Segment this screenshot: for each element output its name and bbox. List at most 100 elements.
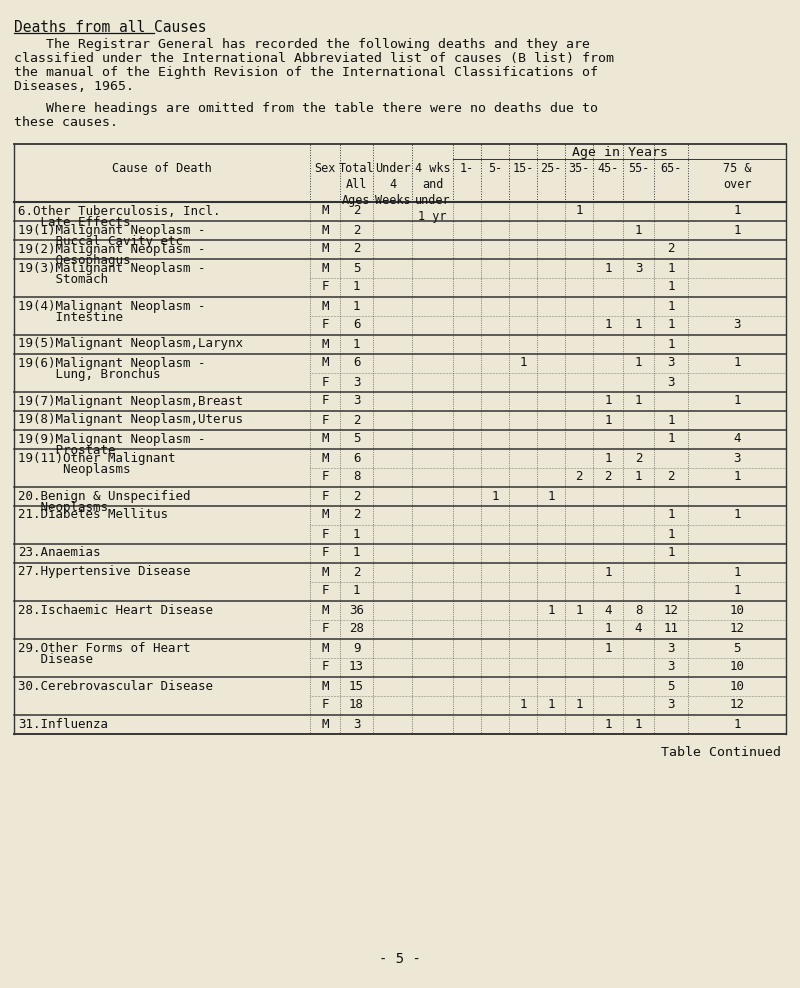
Text: 4: 4 <box>604 604 612 617</box>
Text: 19(1)Malignant Neoplasm -: 19(1)Malignant Neoplasm - <box>18 224 206 237</box>
Text: 1: 1 <box>575 699 582 711</box>
Text: M: M <box>322 299 329 312</box>
Text: 3: 3 <box>353 717 360 730</box>
Text: 1: 1 <box>575 205 582 217</box>
Text: 1: 1 <box>634 470 642 483</box>
Text: these causes.: these causes. <box>14 116 118 129</box>
Text: Age in Years: Age in Years <box>571 146 667 159</box>
Text: M: M <box>322 205 329 217</box>
Text: Neoplasms: Neoplasms <box>18 501 108 514</box>
Text: Sex: Sex <box>314 162 336 175</box>
Text: F: F <box>322 622 329 635</box>
Text: Late Effects: Late Effects <box>18 216 130 229</box>
Text: 28: 28 <box>349 622 364 635</box>
Text: 1: 1 <box>734 717 741 730</box>
Text: 3: 3 <box>353 375 360 388</box>
Text: 1: 1 <box>353 338 360 351</box>
Text: 4: 4 <box>734 433 741 446</box>
Text: Neoplasms: Neoplasms <box>18 463 130 476</box>
Text: 2: 2 <box>353 414 360 427</box>
Text: 19(9)Malignant Neoplasm -: 19(9)Malignant Neoplasm - <box>18 433 206 446</box>
Text: 19(7)Malignant Neoplasm,Breast: 19(7)Malignant Neoplasm,Breast <box>18 394 243 407</box>
Text: 1: 1 <box>667 546 674 559</box>
Text: 13: 13 <box>349 661 364 674</box>
Text: 1: 1 <box>634 357 642 370</box>
Text: M: M <box>322 452 329 464</box>
Text: 1: 1 <box>667 299 674 312</box>
Text: - 5 -: - 5 - <box>379 952 421 966</box>
Text: 1: 1 <box>604 641 612 654</box>
Text: 10: 10 <box>730 680 745 693</box>
Text: M: M <box>322 717 329 730</box>
Text: 1: 1 <box>734 394 741 407</box>
Text: Intestine: Intestine <box>18 311 123 324</box>
Text: 3: 3 <box>353 394 360 407</box>
Text: 1: 1 <box>353 585 360 598</box>
Text: 19(2)Malignant Neoplasm -: 19(2)Malignant Neoplasm - <box>18 243 206 256</box>
Text: 8: 8 <box>634 604 642 617</box>
Text: 11: 11 <box>663 622 678 635</box>
Text: 1: 1 <box>634 394 642 407</box>
Text: 6: 6 <box>353 452 360 464</box>
Text: 18: 18 <box>349 699 364 711</box>
Text: 1: 1 <box>604 622 612 635</box>
Text: M: M <box>322 262 329 275</box>
Text: 3: 3 <box>734 318 741 332</box>
Text: 19(3)Malignant Neoplasm -: 19(3)Malignant Neoplasm - <box>18 262 206 275</box>
Text: M: M <box>322 242 329 256</box>
Text: 45-: 45- <box>598 162 618 175</box>
Text: 23.Anaemias: 23.Anaemias <box>18 546 101 559</box>
Text: Deaths from all Causes: Deaths from all Causes <box>14 20 206 35</box>
Text: 1: 1 <box>353 528 360 540</box>
Text: M: M <box>322 509 329 522</box>
Text: 1: 1 <box>353 299 360 312</box>
Text: 2: 2 <box>634 452 642 464</box>
Text: 1: 1 <box>547 699 554 711</box>
Text: 1: 1 <box>734 509 741 522</box>
Text: 36: 36 <box>349 604 364 617</box>
Text: M: M <box>322 641 329 654</box>
Text: 1: 1 <box>604 414 612 427</box>
Text: M: M <box>322 604 329 617</box>
Text: 5-: 5- <box>488 162 502 175</box>
Text: 30.Cerebrovascular Disease: 30.Cerebrovascular Disease <box>18 680 213 693</box>
Text: M: M <box>322 357 329 370</box>
Text: 1: 1 <box>634 318 642 332</box>
Text: 1: 1 <box>734 223 741 236</box>
Text: 1: 1 <box>604 262 612 275</box>
Text: Stomach: Stomach <box>18 273 108 286</box>
Text: F: F <box>322 318 329 332</box>
Text: 1: 1 <box>667 509 674 522</box>
Text: 1: 1 <box>667 338 674 351</box>
Text: F: F <box>322 489 329 503</box>
Text: 1: 1 <box>604 318 612 332</box>
Text: 1: 1 <box>604 394 612 407</box>
Text: 3: 3 <box>667 357 674 370</box>
Text: M: M <box>322 565 329 579</box>
Text: 12: 12 <box>730 622 745 635</box>
Text: 1: 1 <box>734 357 741 370</box>
Text: 6.Other Tuberculosis, Incl.: 6.Other Tuberculosis, Incl. <box>18 205 221 218</box>
Text: 1: 1 <box>519 699 526 711</box>
Text: Oesophagus: Oesophagus <box>18 254 130 267</box>
Text: 4 wks
and
under
1 yr: 4 wks and under 1 yr <box>414 162 450 223</box>
Text: 1: 1 <box>353 281 360 293</box>
Text: Under
4
Weeks: Under 4 Weeks <box>374 162 410 207</box>
Text: F: F <box>322 528 329 540</box>
Text: 1: 1 <box>604 565 612 579</box>
Text: 1: 1 <box>575 604 582 617</box>
Text: F: F <box>322 470 329 483</box>
Text: Cause of Death: Cause of Death <box>112 162 212 175</box>
Text: 29.Other Forms of Heart: 29.Other Forms of Heart <box>18 642 190 655</box>
Text: Buccal Cavity etc: Buccal Cavity etc <box>18 235 183 248</box>
Text: 1: 1 <box>667 318 674 332</box>
Text: 3: 3 <box>634 262 642 275</box>
Text: 10: 10 <box>730 604 745 617</box>
Text: Where headings are omitted from the table there were no deaths due to: Where headings are omitted from the tabl… <box>14 102 598 115</box>
Text: 1: 1 <box>667 433 674 446</box>
Text: Lung, Bronchus: Lung, Bronchus <box>18 368 161 381</box>
Text: F: F <box>322 546 329 559</box>
Text: 1: 1 <box>734 470 741 483</box>
Text: the manual of the Eighth Revision of the International Classifications of: the manual of the Eighth Revision of the… <box>14 66 598 79</box>
Text: F: F <box>322 661 329 674</box>
